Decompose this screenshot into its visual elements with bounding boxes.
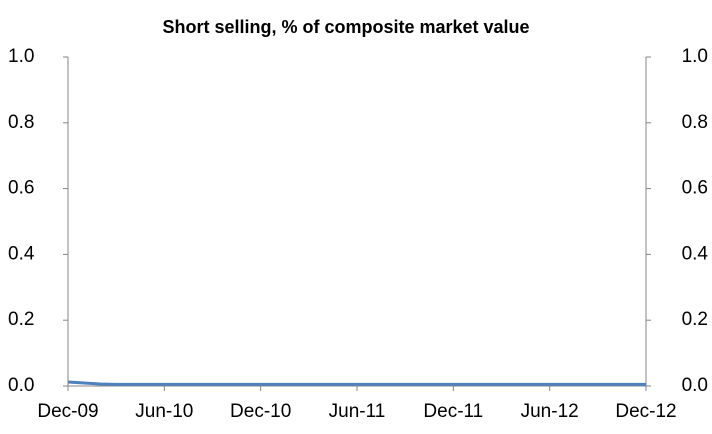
y2-tick-label: 0.2 (682, 309, 708, 330)
x-tick-label: Dec-11 (423, 401, 483, 422)
y-tick-label: 0.8 (8, 112, 34, 133)
y2-tick-label: 0.4 (682, 243, 709, 264)
x-tick-label: Jun-12 (521, 401, 579, 422)
data-line (67, 380, 646, 386)
y-tick-label: 0.2 (8, 309, 34, 330)
y2-tick-label: 0.6 (682, 178, 708, 199)
y-tick-label: 1.0 (8, 46, 34, 67)
chart-title: Short selling, % of composite market val… (162, 17, 529, 37)
y2-tick-label: 1.0 (682, 46, 708, 67)
y-tick-label: 0.4 (8, 243, 35, 264)
y-tick-label: 0.0 (8, 375, 34, 396)
y-tick-label: 0.6 (8, 178, 34, 199)
x-tick-label: Dec-12 (615, 401, 676, 422)
x-tick-label: Dec-09 (37, 401, 98, 422)
x-tick-label: Jun-11 (329, 401, 386, 422)
y2-tick-label: 0.8 (682, 112, 708, 133)
x-tick-label: Jun-10 (135, 401, 193, 422)
y2-tick-label: 0.0 (682, 375, 708, 396)
x-tick-label: Dec-10 (230, 401, 291, 422)
